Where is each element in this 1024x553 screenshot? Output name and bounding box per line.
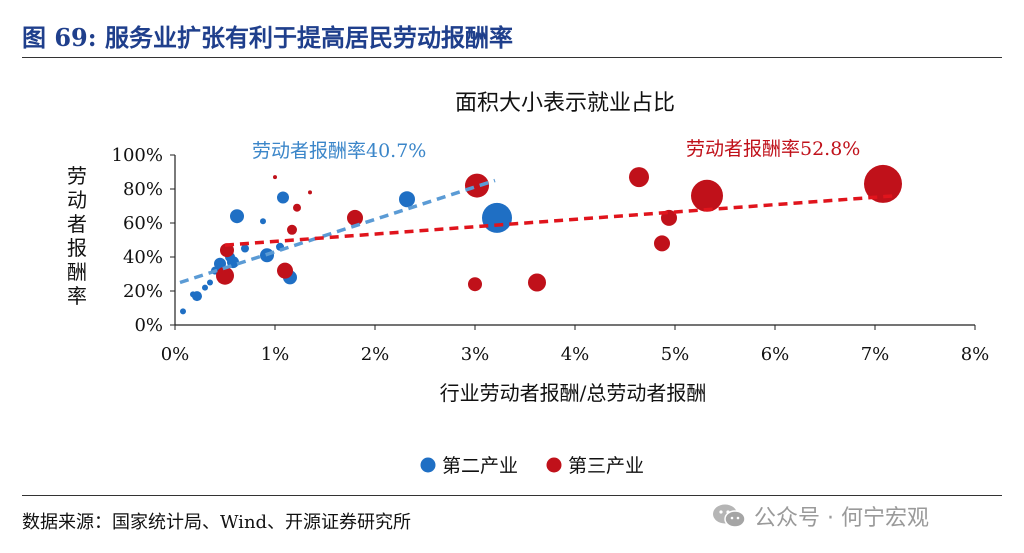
top-rule xyxy=(22,57,1002,58)
data-point xyxy=(216,266,234,285)
legend-label: 第二产业 xyxy=(442,455,518,477)
x-tick-label: 0% xyxy=(161,344,190,365)
trendline-label: 劳动者报酬率40.7% xyxy=(252,140,426,162)
data-point xyxy=(864,164,902,203)
x-axis-label: 行业劳动者报酬/总劳动者报酬 xyxy=(440,381,707,405)
y-axis-label: 劳动者报酬率 xyxy=(67,164,87,308)
x-tick-label: 1% xyxy=(261,344,290,365)
data-point xyxy=(241,244,249,253)
y-tick-label: 20% xyxy=(123,281,163,302)
data-point xyxy=(399,191,415,208)
data-point xyxy=(220,243,234,258)
data-point xyxy=(482,202,512,233)
data-point xyxy=(230,209,244,224)
x-tick-label: 4% xyxy=(561,344,590,365)
x-tick-label: 5% xyxy=(661,344,690,365)
y-tick-label: 60% xyxy=(123,213,163,234)
data-point xyxy=(202,284,208,291)
data-point xyxy=(347,209,363,226)
legend-marker xyxy=(546,457,562,473)
data-point xyxy=(465,173,489,198)
data-point xyxy=(654,235,670,252)
data-point xyxy=(192,291,202,302)
data-point xyxy=(308,190,312,195)
data-point xyxy=(273,175,277,180)
data-point xyxy=(293,203,301,212)
y-tick-label: 100% xyxy=(112,145,163,166)
data-point xyxy=(468,277,482,292)
data-point xyxy=(277,262,293,279)
trendline-label: 劳动者报酬率52.8% xyxy=(686,138,860,160)
data-point xyxy=(180,308,186,315)
chart-title: 面积大小表示就业占比 xyxy=(455,91,675,116)
legend-label: 第三产业 xyxy=(568,455,644,477)
figure-title: 图 69: 服务业扩张有利于提高居民劳动报酬率 xyxy=(22,23,513,52)
data-point xyxy=(260,218,266,225)
trendline xyxy=(179,178,496,285)
scatter-chart: 面积大小表示就业占比 0% 1% 2% 3% 4% 5% 6% 7% 8% 0% 20% 40% 60% 8… xyxy=(67,91,990,477)
y-tick-label: 80% xyxy=(123,179,163,200)
legend-marker xyxy=(420,457,436,473)
bottom-rule xyxy=(22,495,1002,496)
data-point xyxy=(207,279,213,286)
watermark-text: 公众号 · 何宁宏观 xyxy=(754,506,929,531)
y-tick-label: 40% xyxy=(123,247,163,268)
x-tick-label: 7% xyxy=(861,344,890,365)
data-point xyxy=(528,273,546,292)
x-tick-label: 2% xyxy=(361,344,390,365)
data-point xyxy=(277,191,289,204)
source-note: 数据来源：国家统计局、Wind、开源证券研究所 xyxy=(22,512,412,533)
data-point xyxy=(691,179,723,212)
data-point xyxy=(629,167,649,188)
trendline xyxy=(224,194,896,247)
x-tick-label: 8% xyxy=(961,344,990,365)
watermark: 公众号 · 何宁宏观 xyxy=(712,500,929,532)
x-tick-label: 3% xyxy=(461,344,490,365)
x-tick-label: 6% xyxy=(761,344,790,365)
wechat-icon xyxy=(713,504,746,528)
y-tick-label: 0% xyxy=(134,315,163,336)
data-point xyxy=(287,224,297,235)
